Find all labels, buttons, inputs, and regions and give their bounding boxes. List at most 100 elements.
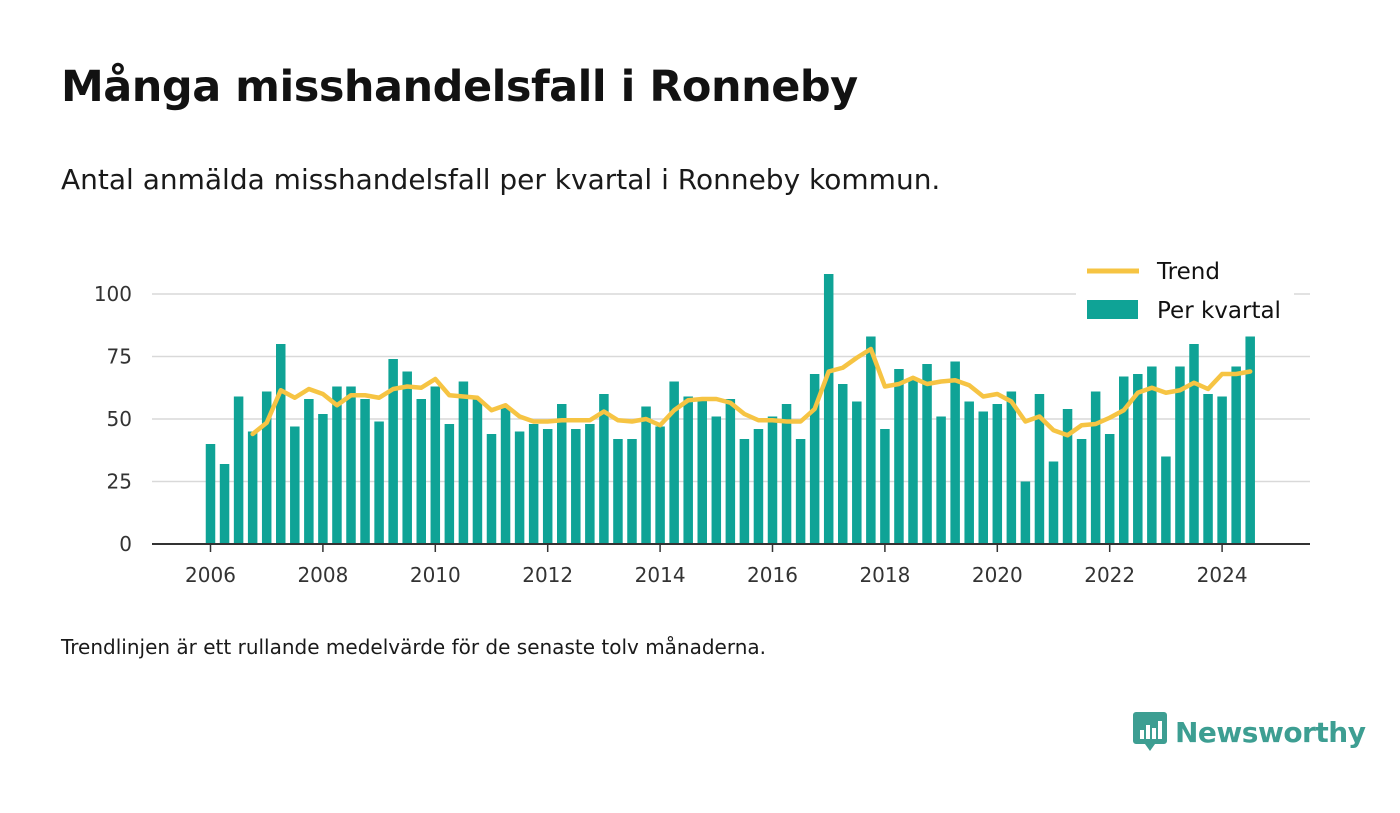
bar	[528, 424, 539, 544]
brand-name: Newsworthy	[1175, 715, 1366, 749]
y-tick-label: 50	[107, 407, 132, 431]
trend-line	[250, 346, 1253, 438]
bar	[936, 416, 946, 544]
bar	[613, 439, 623, 544]
bar	[1048, 461, 1059, 544]
bar	[219, 464, 230, 544]
bar	[978, 411, 988, 544]
bar	[571, 429, 581, 544]
bar	[908, 379, 918, 544]
legend-trend-label: Trend	[1156, 259, 1220, 285]
bar	[852, 401, 862, 544]
bar	[542, 429, 553, 544]
bar	[1133, 374, 1143, 544]
bar	[233, 396, 244, 544]
bar	[430, 386, 441, 544]
x-tick-label: 2014	[635, 563, 686, 587]
bar	[795, 439, 806, 544]
chart-subtitle: Antal anmälda misshandelsfall per kvarta…	[61, 163, 941, 196]
bar	[205, 444, 216, 544]
bar	[809, 374, 820, 544]
x-tick-label: 2022	[1084, 563, 1135, 587]
bar	[1076, 439, 1087, 544]
bar	[1006, 391, 1017, 544]
axis-layer: 0 25 50 75 100 2006 2008 2010 2012 2014 2016 2018 20…	[94, 282, 1310, 587]
bar	[992, 404, 1003, 544]
bar	[739, 439, 750, 544]
y-tick-label: 75	[107, 345, 132, 369]
bar	[1034, 394, 1045, 544]
bar	[318, 414, 328, 544]
bar	[1175, 366, 1185, 544]
bar	[486, 434, 497, 544]
bar	[500, 406, 511, 544]
bar	[753, 429, 764, 544]
bar	[1203, 394, 1213, 544]
bar	[697, 399, 707, 544]
x-tick-label: 2012	[522, 563, 573, 587]
bar	[1231, 366, 1241, 544]
bar	[880, 429, 890, 544]
legend-bar-swatch	[1087, 300, 1138, 319]
bar	[374, 421, 384, 544]
bar	[472, 399, 483, 544]
y-tick-label: 100	[94, 282, 132, 306]
bar	[950, 361, 960, 544]
bar	[458, 381, 469, 544]
brand-logo: Newsworthy	[1133, 712, 1366, 752]
bar	[1161, 456, 1171, 544]
bar	[1104, 434, 1115, 544]
bar	[781, 404, 792, 544]
bar	[669, 381, 679, 544]
bar	[360, 399, 370, 544]
bar	[922, 364, 932, 544]
bar	[767, 416, 778, 544]
bar	[599, 394, 609, 544]
legend: Trend Per kvartal	[1076, 254, 1294, 332]
bar	[627, 439, 637, 544]
x-tick-label: 2024	[1197, 563, 1248, 587]
x-tick-label: 2016	[747, 563, 798, 587]
x-tick-label: 2020	[972, 563, 1023, 587]
x-tick-label: 2010	[410, 563, 461, 587]
bar	[1020, 481, 1031, 544]
bar	[416, 399, 426, 544]
footnote: Trendlinjen är ett rullande medelvärde f…	[61, 635, 767, 659]
bar	[388, 359, 398, 544]
x-tick-label: 2006	[185, 563, 236, 587]
bar	[261, 391, 272, 544]
bar	[557, 404, 567, 544]
x-tick-label: 2008	[297, 563, 348, 587]
bar	[332, 386, 342, 544]
y-tick-label: 0	[119, 532, 132, 556]
bar	[1189, 344, 1199, 544]
bar	[1217, 396, 1227, 544]
bar	[444, 424, 455, 544]
chart-title: Många misshandelsfall i Ronneby	[61, 62, 858, 112]
legend-bar-label: Per kvartal	[1157, 298, 1281, 324]
y-tick-label: 25	[107, 470, 132, 494]
bar	[964, 401, 974, 544]
chart: 0 25 50 75 100 2006 2008 2010 2012 2014 2016 2018 20…	[93, 254, 1310, 587]
bar	[641, 406, 651, 544]
bar	[838, 384, 848, 544]
bar	[290, 426, 300, 544]
trend-layer	[250, 346, 1253, 438]
bar	[823, 274, 834, 544]
bar	[866, 336, 876, 544]
bar	[711, 416, 722, 544]
bar	[1147, 366, 1157, 544]
bar-layer	[205, 274, 1255, 544]
bar	[585, 424, 595, 544]
bar	[655, 426, 665, 544]
bar	[683, 396, 693, 544]
bar	[247, 431, 258, 544]
x-tick-label: 2018	[859, 563, 910, 587]
bar	[402, 371, 412, 544]
bar	[304, 399, 314, 544]
bar	[1090, 391, 1101, 544]
bar	[1119, 376, 1129, 544]
bar	[1062, 409, 1073, 544]
bar	[276, 344, 286, 544]
bar	[346, 386, 356, 544]
